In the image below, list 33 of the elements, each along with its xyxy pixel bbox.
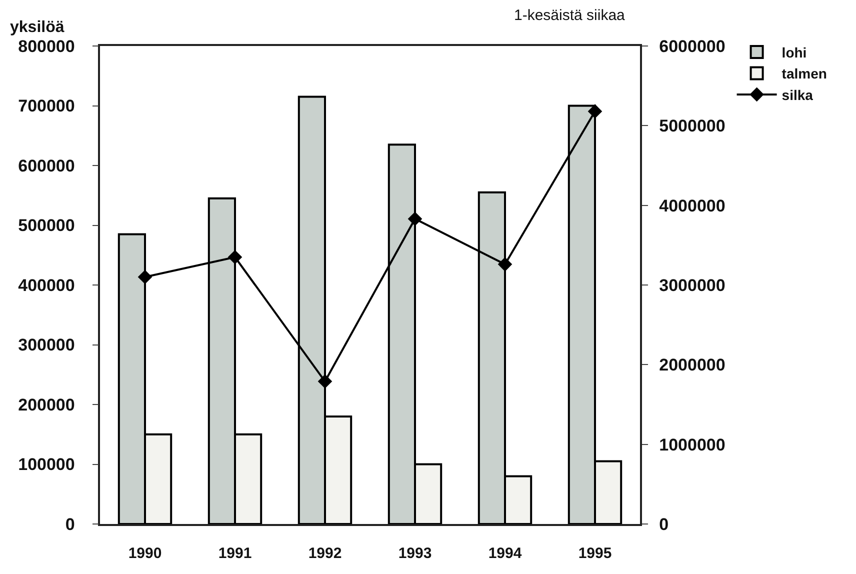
legend-label: lohi (782, 44, 807, 60)
y-tick-label: 600000 (18, 156, 75, 176)
point (588, 104, 602, 118)
point (408, 212, 422, 226)
x-tick-label: 1994 (488, 544, 522, 562)
y2-tick-label: 0 (659, 514, 669, 534)
y-tick-label: 200000 (18, 395, 75, 414)
y-tick-label: 700000 (18, 96, 75, 116)
y2-tick-label: 6000000 (659, 36, 726, 56)
legend-label: talmen (782, 66, 827, 82)
y2-axis-title: 1-kesäistä siikaa (514, 7, 626, 24)
y-tick-label: 500000 (18, 216, 75, 236)
point (138, 270, 152, 284)
y-tick-label: 100000 (18, 455, 75, 474)
x-tick-label: 1992 (308, 544, 342, 562)
x-tick-label: 1991 (218, 544, 252, 562)
x-tick-label: 1990 (128, 544, 162, 562)
point (318, 374, 332, 389)
x-tick-label: 1995 (578, 544, 612, 562)
y2-tick-label: 4000000 (659, 196, 726, 216)
point (498, 257, 512, 272)
legend-label: silka (782, 86, 814, 103)
y-tick-label: 300000 (18, 336, 75, 355)
y-tick-label: 0 (65, 514, 75, 534)
x-tick-label: 1993 (398, 544, 432, 562)
y-axis-title: yksilöä (10, 19, 64, 36)
y2-tick-label: 5000000 (659, 116, 726, 136)
y2-tick-label: 3000000 (659, 276, 726, 295)
y2-tick-label: 2000000 (659, 356, 726, 375)
y2-tick-label: 1000000 (659, 435, 726, 454)
y-tick-label: 800000 (18, 36, 75, 56)
point (228, 250, 242, 264)
y-tick-label: 400000 (18, 276, 75, 295)
